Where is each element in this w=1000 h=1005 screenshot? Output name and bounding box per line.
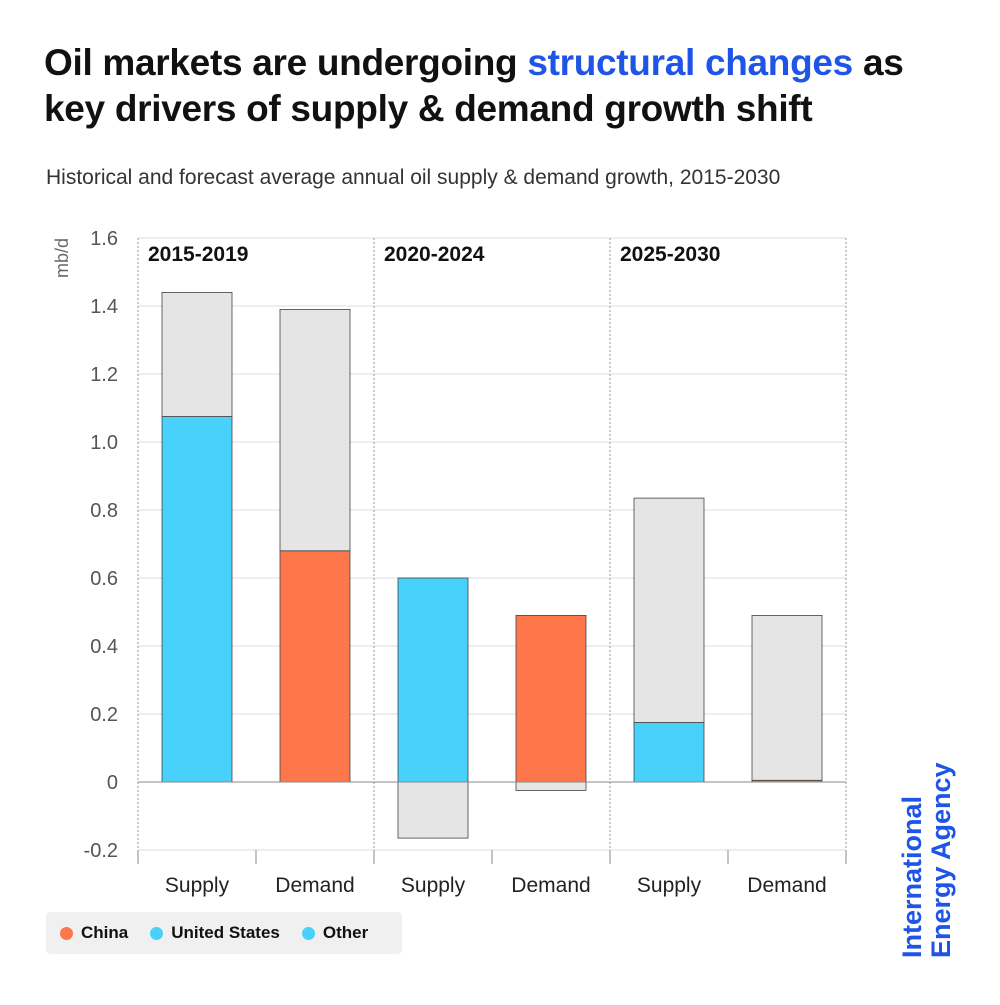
- legend-label-united-states: United States: [171, 923, 280, 942]
- bar-united-states-supply: [633, 722, 705, 783]
- legend-label-other: Other: [322, 923, 369, 942]
- legend-swatch-other: [301, 926, 315, 940]
- x-tick-label: Supply: [637, 874, 702, 897]
- y-tick-label: 1.6: [90, 228, 118, 250]
- legend-swatch-united-states: [150, 926, 164, 940]
- y-tick-label: 0: [107, 772, 118, 794]
- bar-united-states-supply: [397, 577, 469, 783]
- y-tick-label: 1.2: [90, 364, 118, 386]
- y-tick-label: 1.4: [90, 296, 118, 318]
- y-tick-label: 1.0: [90, 432, 118, 454]
- bar-other-supply: [161, 291, 233, 417]
- bar-other-demand: [751, 615, 823, 781]
- title-accent: structural changes: [527, 42, 853, 83]
- x-tick-label: Demand: [275, 874, 354, 897]
- bar-united-states-supply: [161, 416, 233, 783]
- logo-line1: International: [897, 795, 927, 958]
- bar-other-supply: [633, 497, 705, 723]
- y-tick-label: 0.6: [90, 568, 118, 590]
- x-tick-label: Supply: [165, 874, 230, 897]
- legend-swatch-china: [60, 926, 73, 940]
- y-axis-label: mb/d: [52, 238, 72, 278]
- x-tick-label: Demand: [747, 874, 826, 897]
- period-label: 2025-2030: [620, 243, 720, 266]
- legend-item-united-states: United States: [150, 923, 280, 943]
- y-tick-label: 0.2: [90, 704, 118, 726]
- chart-subtitle: Historical and forecast average annual o…: [46, 166, 781, 189]
- bar-other-demand: [279, 308, 351, 552]
- logo-line2: Energy Agency: [926, 762, 956, 958]
- bar-china-demand: [515, 615, 587, 783]
- legend-item-china: China: [60, 923, 128, 943]
- bar-other-supply: [397, 781, 469, 839]
- x-tick-label: Demand: [511, 874, 590, 897]
- legend: China United States Other: [46, 912, 402, 954]
- title-part2: as key drivers of supply & demand growth…: [44, 42, 904, 129]
- bar-other-demand: [515, 781, 587, 791]
- period-label: 2020-2024: [384, 243, 485, 266]
- title-part1: Oil markets are undergoing: [44, 42, 528, 83]
- y-tick-label: -0.2: [84, 840, 118, 862]
- iea-logo: International Energy Agency: [897, 762, 956, 958]
- x-tick-label: Supply: [401, 874, 466, 897]
- bar-china-demand: [279, 550, 351, 783]
- legend-label-china: China: [81, 923, 129, 942]
- y-tick-label: 0.4: [90, 636, 118, 658]
- legend-item-other: Other: [301, 923, 369, 943]
- chart-title: Oil markets are undergoing structural ch…: [44, 40, 964, 132]
- period-label: 2015-2019: [148, 243, 248, 266]
- y-tick-label: 0.8: [90, 500, 118, 522]
